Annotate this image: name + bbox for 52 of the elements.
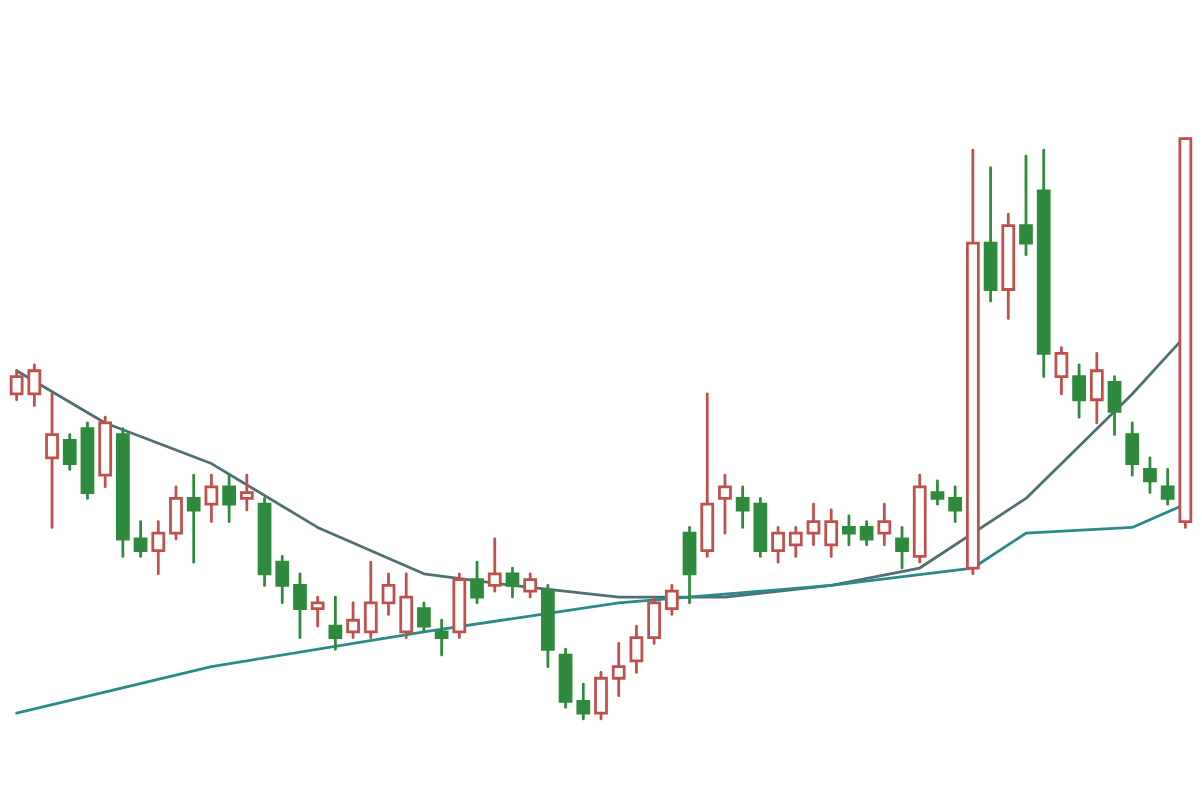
candlestick	[505, 566, 520, 599]
candlestick	[487, 537, 502, 593]
candlestick	[1054, 346, 1069, 396]
candlestick	[824, 508, 839, 558]
candlestick	[399, 572, 414, 640]
candlestick	[948, 485, 963, 523]
candlestick	[877, 502, 892, 547]
candlestick	[930, 479, 945, 506]
candlestick	[629, 624, 644, 674]
candlestick	[558, 647, 573, 709]
candlestick	[346, 601, 360, 640]
candlestick	[186, 473, 201, 564]
candlestick	[788, 526, 803, 558]
candlestick	[1107, 375, 1122, 436]
candlestick	[328, 595, 343, 651]
candlestick	[1089, 351, 1104, 425]
candlestick	[310, 595, 325, 628]
candlestick	[895, 526, 909, 570]
candlestick	[169, 485, 183, 541]
candlestick	[718, 473, 732, 535]
candlestick	[700, 392, 715, 558]
candlestick	[151, 520, 166, 576]
candlestick	[293, 572, 307, 640]
candlestick	[222, 473, 237, 523]
candlestick	[62, 433, 77, 471]
candlestick	[45, 392, 59, 529]
candlestick	[417, 601, 431, 634]
candlestick	[594, 671, 608, 721]
candlestick	[470, 560, 484, 605]
candlestick	[1160, 467, 1175, 506]
candlestick	[363, 560, 378, 640]
candlestick	[1072, 363, 1086, 419]
candlestick	[523, 572, 538, 599]
candlestick	[806, 502, 821, 547]
candlestick	[1143, 456, 1157, 494]
candlestick	[611, 642, 626, 698]
candlestick	[381, 572, 396, 616]
candlestick	[682, 526, 697, 605]
candlestick	[133, 520, 148, 558]
candlestick	[576, 682, 591, 721]
candlestick	[1019, 154, 1033, 257]
candlestick	[1125, 421, 1140, 477]
candlestick	[275, 555, 290, 605]
candlestick	[647, 595, 661, 645]
candlestick	[434, 618, 449, 657]
candlestick	[664, 584, 679, 616]
candlestick	[859, 520, 874, 547]
candlestick	[842, 514, 856, 547]
candlestick	[771, 526, 785, 564]
candlestick	[983, 166, 998, 303]
candlestick	[239, 473, 254, 512]
candlestick	[204, 473, 219, 523]
